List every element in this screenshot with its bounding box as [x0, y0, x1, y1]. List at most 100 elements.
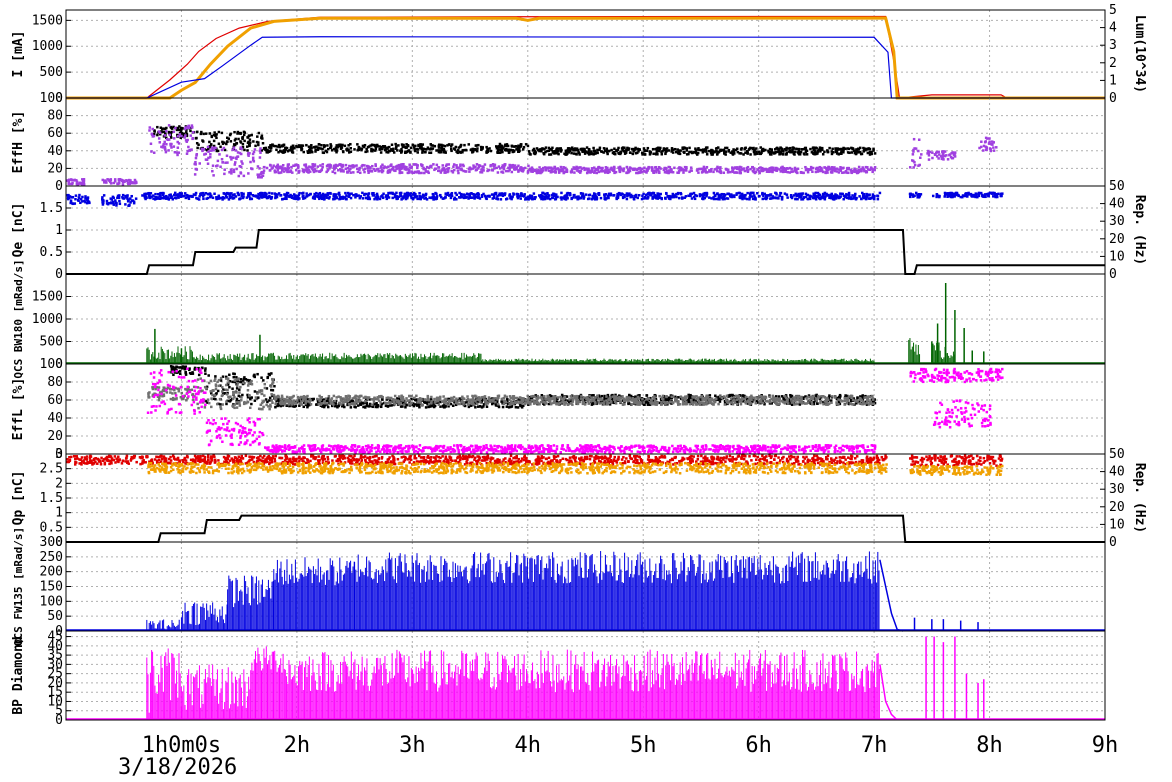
data-point: [692, 195, 696, 199]
data-point: [431, 192, 435, 196]
data-point: [646, 146, 650, 150]
data-point: [866, 151, 870, 155]
data-point: [917, 192, 921, 196]
data-point: [71, 181, 74, 185]
data-point: [207, 156, 210, 160]
data-point: [367, 171, 370, 174]
data-point: [498, 151, 502, 154]
data-point: [689, 192, 693, 196]
data-point: [515, 192, 519, 196]
data-point: [823, 166, 827, 169]
data-point: [749, 153, 752, 156]
data-point: [239, 172, 243, 175]
data-point: [280, 166, 284, 170]
data-point: [310, 149, 313, 152]
data-point: [565, 169, 569, 172]
data-point: [508, 150, 511, 154]
data-point: [618, 170, 622, 174]
data-point: [814, 198, 818, 201]
data-point: [864, 195, 867, 198]
data-point: [785, 153, 788, 156]
data-point: [217, 194, 221, 198]
data-point: [840, 147, 843, 151]
data-point: [864, 197, 868, 201]
data-point: [234, 156, 237, 160]
data-point: [800, 198, 803, 201]
data-point: [469, 148, 473, 151]
data-point: [524, 143, 528, 146]
data-point: [477, 165, 481, 168]
data-point: [744, 151, 747, 154]
data-point: [984, 136, 988, 140]
data-point: [291, 171, 294, 174]
data-point: [284, 195, 287, 198]
data-point: [619, 192, 622, 196]
data-point: [735, 192, 739, 195]
data-point: [842, 146, 845, 150]
data-point: [181, 194, 185, 198]
data-point: [387, 145, 391, 149]
data-point: [769, 197, 772, 200]
data-point: [450, 149, 453, 153]
data-point: [547, 146, 551, 150]
data-point: [400, 163, 403, 166]
data-point: [655, 150, 659, 153]
data-point: [211, 169, 214, 173]
data-point: [298, 145, 301, 149]
data-point: [131, 181, 134, 184]
data-point: [724, 153, 727, 156]
data-point: [443, 150, 447, 154]
data-point: [534, 151, 538, 154]
data-point: [499, 148, 502, 152]
data-point: [800, 171, 803, 174]
data-point: [106, 178, 109, 181]
data-point: [69, 201, 72, 205]
data-point: [476, 147, 479, 150]
data-point: [215, 197, 218, 201]
data-point: [835, 194, 839, 197]
data-point: [708, 149, 711, 153]
data-point: [551, 146, 554, 150]
data-point: [437, 149, 440, 152]
data-point: [504, 197, 508, 201]
data-point: [560, 198, 563, 201]
data-point: [442, 197, 446, 200]
data-point: [983, 140, 987, 144]
data-point: [813, 147, 817, 150]
data-point: [621, 192, 624, 196]
data-point: [622, 146, 625, 150]
data-point: [517, 164, 520, 168]
data-point: [677, 151, 680, 155]
data-point: [301, 144, 305, 147]
data-point: [279, 194, 282, 197]
data-point: [250, 396, 253, 399]
data-point: [763, 192, 766, 196]
data-point: [452, 163, 456, 166]
data-point: [88, 201, 91, 205]
data-point: [544, 168, 547, 172]
data-point: [507, 166, 510, 170]
data-point: [530, 196, 534, 199]
data-point: [977, 192, 980, 196]
data-point: [309, 192, 312, 196]
data-point: [503, 163, 507, 166]
data-point: [817, 148, 821, 151]
data-point: [713, 194, 717, 198]
data-point: [197, 373, 201, 377]
y-tick-label: 1000: [32, 39, 63, 54]
data-point: [424, 148, 428, 151]
data-point: [445, 163, 449, 166]
data-point: [363, 192, 367, 196]
y-tick-label: 100: [40, 357, 63, 372]
data-point: [783, 148, 786, 151]
data-point: [124, 194, 127, 198]
data-point: [413, 194, 417, 198]
data-point: [411, 143, 415, 147]
data-point: [772, 196, 775, 200]
data-point: [913, 194, 916, 198]
data-point: [869, 197, 872, 200]
data-point: [277, 171, 281, 174]
data-point: [291, 148, 294, 151]
data-point: [756, 168, 759, 171]
data-point: [443, 149, 446, 152]
